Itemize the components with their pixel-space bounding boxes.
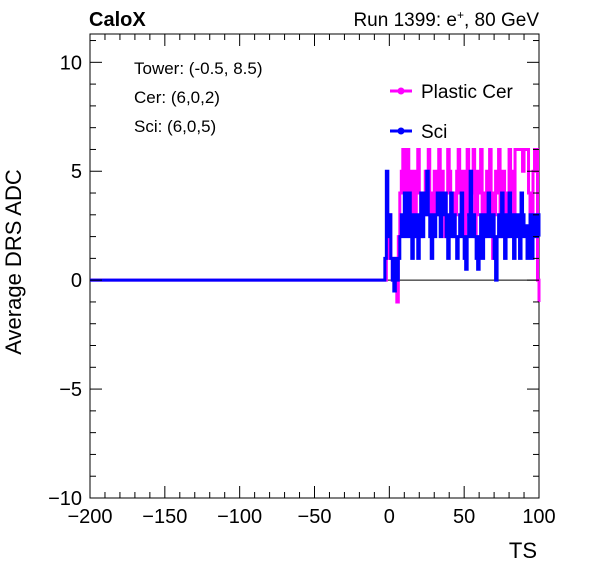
y-axis-title: Average DRS ADC <box>1 169 26 355</box>
experiment-title: CaloX <box>89 9 146 31</box>
y-tick-label: 5 <box>71 161 82 183</box>
ticks-group <box>89 34 540 499</box>
info-sci: Sci: (6,0,5) <box>134 117 216 136</box>
series-group <box>90 147 541 304</box>
x-tick-label: 100 <box>522 506 555 528</box>
y-tick-label: 10 <box>60 52 82 74</box>
legend: Plastic Cer Sci <box>390 82 514 143</box>
series-line-sci <box>90 169 541 293</box>
run-title-prefix: Run 1399: e <box>353 10 457 31</box>
y-tick-label: −5 <box>59 379 82 401</box>
x-tick-label: 0 <box>384 506 395 528</box>
info-cer: Cer: (6,0,2) <box>134 88 220 107</box>
legend-label-cer: Plastic Cer <box>421 82 514 103</box>
x-tick-label: −100 <box>217 506 262 528</box>
legend-marker-sci <box>397 127 405 135</box>
y-tick-label: −10 <box>48 488 82 510</box>
legend-label-sci: Sci <box>421 122 447 143</box>
x-axis-title: TS <box>509 538 537 563</box>
run-title: Run 1399: e+, 80 GeV <box>353 8 539 31</box>
run-title-sup: + <box>457 8 464 22</box>
legend-marker-cer <box>397 87 405 95</box>
x-tick-label: −50 <box>298 506 332 528</box>
info-tower: Tower: (-0.5, 8.5) <box>134 59 263 78</box>
x-tick-label: 50 <box>453 506 475 528</box>
x-tick-label: −200 <box>67 506 112 528</box>
run-title-suffix: , 80 GeV <box>464 10 539 31</box>
y-tick-label: 0 <box>71 270 82 292</box>
x-tick-label: −150 <box>142 506 187 528</box>
